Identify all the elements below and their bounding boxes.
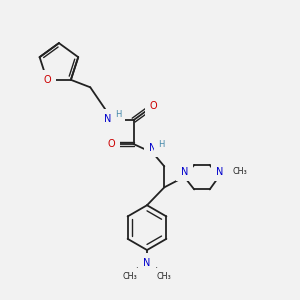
Text: N: N	[149, 142, 157, 153]
Text: CH₃: CH₃	[157, 272, 171, 281]
Text: N: N	[216, 167, 223, 176]
Text: N: N	[143, 258, 151, 268]
Text: O: O	[150, 101, 158, 111]
Text: O: O	[108, 139, 115, 149]
Text: O: O	[43, 75, 51, 85]
Text: H: H	[158, 140, 164, 149]
Text: N: N	[103, 114, 111, 124]
Text: N: N	[181, 167, 188, 176]
Text: CH₃: CH₃	[232, 167, 247, 176]
Text: H: H	[115, 110, 121, 119]
Text: CH₃: CH₃	[123, 272, 137, 281]
